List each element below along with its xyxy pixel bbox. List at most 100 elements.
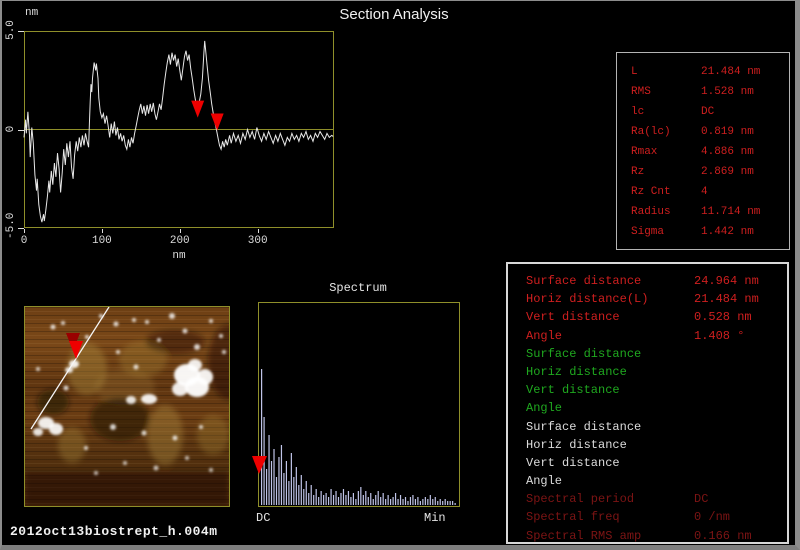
spectrum-bar	[375, 495, 377, 505]
spectrum-bar	[268, 435, 270, 505]
measure-row: Vert distance 0.528 nm	[508, 308, 787, 326]
measure-value: 21.484 nm	[694, 292, 759, 307]
stats-row: Rz Cnt 4	[617, 182, 789, 202]
profile-xtick-label: 100	[91, 235, 112, 247]
spectrum-bar	[422, 499, 424, 505]
spectrum-bar	[313, 495, 315, 505]
stat-label: L	[631, 66, 638, 78]
spectrum-bar	[442, 501, 444, 505]
profile-xtick-label: 300	[247, 235, 268, 247]
stat-label: Rz	[631, 166, 645, 178]
measure-value: 0 /nm	[694, 510, 731, 525]
spectrum-bar	[290, 453, 292, 505]
spectrum-marker-icon[interactable]	[252, 456, 267, 474]
spectrum-bar	[288, 481, 290, 505]
stats-row: RMS 1.528 nm	[617, 82, 789, 102]
section-line[interactable]	[30, 307, 110, 430]
stat-value: 4	[701, 186, 708, 198]
spectrum-bar	[402, 499, 404, 505]
section-marker-icon[interactable]	[69, 341, 83, 359]
profile-ytick	[18, 129, 24, 131]
stats-row: Ra(lc) 0.819 nm	[617, 122, 789, 142]
afm-topography-image[interactable]	[24, 306, 230, 507]
profile-xtick-label: 0	[20, 235, 28, 247]
spectrum-bar	[355, 499, 357, 505]
stat-value: 4.886 nm	[701, 146, 754, 158]
profile-marker-icon[interactable]	[191, 100, 205, 118]
measure-row: Angle	[508, 472, 787, 490]
spectrum-bar	[372, 499, 374, 505]
spectrum-bar	[320, 491, 322, 505]
measure-label: Angle	[526, 401, 563, 416]
measure-row: Surface distance	[508, 418, 787, 436]
spectrum-bar	[318, 497, 320, 505]
profile-marker-icon[interactable]	[210, 113, 224, 131]
spectrum-chart	[252, 302, 460, 507]
stats-row: lc DC	[617, 102, 789, 122]
spectrum-bar	[399, 495, 402, 505]
spectrum-bar	[409, 497, 412, 505]
measure-label: Vert distance	[526, 383, 620, 398]
spectrum-bar	[335, 491, 337, 505]
spectrum-bar	[295, 467, 297, 505]
spectrum-bar	[337, 497, 340, 505]
spectrum-bar	[367, 497, 369, 505]
spectrum-bar	[394, 493, 397, 505]
profile-xtick	[101, 229, 103, 233]
measure-row: Horiz distance(L) 21.484 nm	[508, 290, 787, 308]
spectrum-bar	[439, 499, 441, 505]
spectrum-bar	[305, 481, 307, 505]
stat-value: 1.528 nm	[701, 86, 754, 98]
spectrum-bar	[300, 475, 302, 505]
spectrum-bar	[404, 497, 407, 505]
spectrum-bar	[273, 449, 275, 505]
measure-row: Spectral RMS amp 0.166 nm	[508, 527, 787, 545]
profile-ytick-label: -5.0	[5, 212, 17, 239]
spectrum-bar	[365, 491, 367, 505]
page-title: Section Analysis	[339, 6, 449, 23]
measure-row: Horiz distance	[508, 363, 787, 381]
spectrum-bar	[323, 495, 325, 505]
spectrum-bar	[362, 495, 364, 505]
spectrum-bar	[382, 493, 384, 505]
stats-row: Rz 2.869 nm	[617, 162, 789, 182]
measure-label: Spectral freq	[526, 510, 620, 525]
spectrum-bar	[444, 499, 446, 505]
measure-value: 0.528 nm	[694, 310, 752, 325]
spectrum-bar	[345, 495, 347, 505]
spectrum-bar	[424, 497, 426, 505]
stat-value: 1.442 nm	[701, 226, 754, 238]
profile-y-unit-label: nm	[25, 7, 39, 19]
spectrum-bar	[452, 501, 454, 505]
spectrum-bar	[390, 499, 392, 505]
measure-row: Angle	[508, 399, 787, 417]
roughness-stats-panel: L 21.484 nm RMS 1.528 nm lc DC Ra(lc) 0.819 nm R…	[616, 52, 790, 250]
spectrum-bar	[275, 477, 278, 505]
measure-row: Angle 1.408 °	[508, 327, 787, 345]
afm-bright-particles	[33, 313, 226, 475]
spectrum-bar	[385, 499, 387, 505]
measure-row: Vert distance	[508, 381, 787, 399]
measure-label: Surface distance	[526, 346, 642, 361]
spectrum-title: Spectrum	[329, 281, 387, 295]
measure-label: Spectral period	[526, 492, 635, 507]
measure-value: 0.166 nm	[694, 528, 752, 543]
measure-label: Horiz distance	[526, 364, 627, 379]
measure-value: 24.964 nm	[694, 274, 759, 288]
spectrum-bar	[417, 497, 419, 505]
stat-label: Radius	[631, 206, 671, 218]
spectrum-bar	[370, 493, 372, 505]
profile-xtick	[24, 229, 25, 233]
spectrum-bar	[280, 445, 283, 505]
spectrum-bar	[427, 499, 429, 505]
measure-label: Vert distance	[526, 455, 620, 470]
spectrum-bar	[347, 491, 350, 505]
stats-row: Rmax 4.886 nm	[617, 142, 789, 162]
stat-value: 21.484 nm	[701, 66, 761, 78]
spectrum-bar	[340, 493, 342, 505]
spectrum-bar	[293, 477, 295, 505]
measure-row: Horiz distance	[508, 436, 787, 454]
spectrum-bar	[327, 497, 330, 505]
stat-label: lc	[631, 106, 645, 118]
